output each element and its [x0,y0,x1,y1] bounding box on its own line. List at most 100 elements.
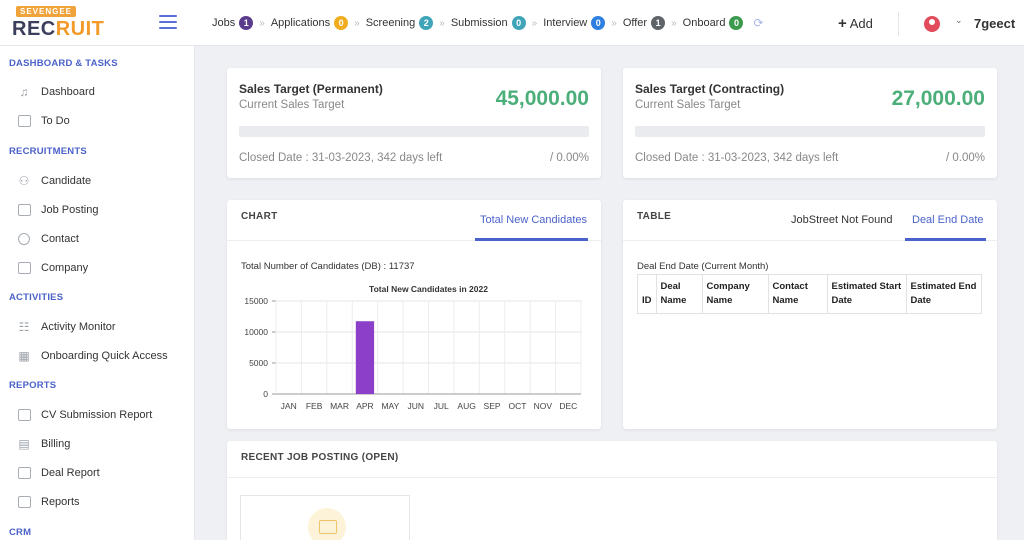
progress-percent: / 0.00% [946,152,985,164]
pipeline-label: Jobs [212,17,236,29]
sidebar-item-label: To Do [41,115,70,127]
table-card-title: TABLE [637,211,672,222]
sales-target-amount: 27,000.00 [891,87,985,110]
sales-target-amount: 45,000.00 [495,87,589,110]
column-header[interactable]: Estimated Start Date [826,274,907,314]
sidebar-item-onboarding[interactable]: ▦ Onboarding Quick Access [16,347,167,365]
active-tab-indicator [475,238,588,241]
pipeline-label: Onboard [682,17,726,29]
sidebar-section-title: REPORTS [9,380,57,391]
sales-target-title: Sales Target (Permanent) [239,82,383,96]
chart-card-title: CHART [241,211,278,222]
chevron-down-icon[interactable]: ⌄ [955,15,963,25]
logo-main-a: REC [12,18,56,40]
sidebar-item-candidate[interactable]: ⚇ Candidate [16,172,92,190]
add-button[interactable]: + Add [838,15,873,32]
bar-apr [355,321,375,394]
pipeline-step-offer[interactable]: Offer 1 [623,16,666,30]
active-tab-indicator [905,238,986,241]
folder-icon [308,508,346,540]
sidebar-item-billing[interactable]: ▤ Billing [16,435,70,453]
chevron-right-icon: » [611,17,617,29]
pipeline-step-jobs[interactable]: Jobs 1 [212,16,254,30]
sidebar-section-title: ACTIVITIES [9,292,64,303]
chevron-right-icon: » [259,17,265,29]
app-logo[interactable]: SEVENGEE RECRUIT [10,6,104,42]
tab-total-new-candidates[interactable]: Total New Candidates [480,214,588,226]
sidebar-item-cv-submission-report[interactable]: CV Submission Report [16,406,152,424]
logo-main-b: RUIT [55,18,105,40]
column-header[interactable]: Deal Name [655,274,703,314]
pipeline-step-submission[interactable]: Submission 0 [451,16,526,30]
users-icon: ⚇ [18,174,30,188]
sidebar-section-title: CRM [9,527,32,538]
column-header[interactable]: Company Name [701,274,769,314]
chevron-right-icon: » [531,17,538,29]
logo-main-text: RECRUIT [12,18,104,41]
sales-target-subtitle: Current Sales Target [239,99,345,111]
sidebar-item-reports[interactable]: Reports [16,493,80,511]
sidebar-item-label: Dashboard [41,86,95,98]
sidebar-item-job-posting[interactable]: Job Posting [16,201,98,219]
top-bar: SEVENGEE RECRUIT Jobs 1 » Applications 0 »… [0,0,1024,46]
x-tick-label: MAY [381,401,399,411]
briefcase-icon [16,261,32,275]
sidebar-item-deal-report[interactable]: Deal Report [16,464,100,482]
x-tick-label: DEC [559,401,577,411]
sidebar-item-label: Activity Monitor [41,321,116,333]
pipeline-count-badge: 2 [419,16,434,30]
chart-title: Total New Candidates in 2022 [369,284,488,294]
sidebar-item-label: Billing [41,438,71,450]
user-name[interactable]: 7geect [974,16,1016,31]
x-tick-label: MAR [330,401,349,411]
pipeline-step-interview[interactable]: Interview 0 [543,16,606,30]
tab-jobstreet-not-found[interactable]: JobStreet Not Found [791,214,893,226]
tab-deal-end-date[interactable]: Deal End Date [912,214,984,226]
sidebar-item-label: Job Posting [41,204,99,216]
y-tick-label: 10000 [244,327,268,337]
x-tick-label: SEP [484,401,501,411]
menu-toggle-icon[interactable] [159,15,177,29]
sales-progress-bar [635,126,985,137]
pipeline-step-screening[interactable]: Screening 2 [366,16,434,30]
column-header[interactable]: Estimated End Date [905,274,982,314]
avatar[interactable] [924,16,940,32]
x-tick-label: AUG [457,401,475,411]
sidebar-item-label: CV Submission Report [41,409,153,421]
pipeline-step-applications[interactable]: Applications 0 [271,16,349,30]
sidebar-section-title: DASHBOARD & TASKS [9,58,118,69]
sidebar-section-title: RECRUITMENTS [9,146,87,157]
reports-icon [16,495,32,509]
pipeline-step-onboard[interactable]: Onboard 0 [683,16,744,30]
x-tick-label: FEB [306,401,323,411]
sidebar-item-todo[interactable]: To Do [16,112,70,130]
closed-date-text: Closed Date : 31-03-2023, 342 days left [635,152,839,164]
cubes-icon: ▦ [18,349,30,363]
column-header[interactable]: ID [637,274,657,314]
candidate-total-caption: Total Number of Candidates (DB) : 11737 [241,261,415,272]
pipeline-count-badge: 1 [239,16,254,30]
bell-icon: ♫ [19,85,29,99]
x-tick-label: OCT [508,401,526,411]
job-posting-tile[interactable] [240,495,410,540]
sidebar-item-label: Reports [41,496,80,508]
chart-card-header: CHART Total New Candidates [227,200,601,241]
sidebar-item-company[interactable]: Company [16,259,88,277]
sidebar-item-label: Candidate [41,175,92,187]
table-header-row: ID Deal Name Company Name Contact Name E… [637,274,982,314]
sidebar-item-dashboard[interactable]: ♫ Dashboard [16,83,95,101]
pipeline-count-badge: 0 [511,16,526,30]
sitemap-icon: ☷ [18,320,30,334]
x-tick-label: JAN [281,401,297,411]
x-tick-label: NOV [534,401,553,411]
column-header[interactable]: Contact Name [767,274,828,314]
sidebar-item-activity-monitor[interactable]: ☷ Activity Monitor [16,318,116,336]
pipeline-label: Screening [365,17,416,29]
sales-target-title: Sales Target (Contracting) [635,82,785,96]
sales-target-card-permanent: Sales Target (Permanent) Current Sales T… [227,68,601,178]
refresh-icon[interactable]: ⟳ [753,16,764,30]
deal-icon [16,466,32,480]
closed-date-text: Closed Date : 31-03-2023, 342 days left [239,152,443,164]
sidebar-item-contact[interactable]: Contact [16,230,79,248]
pipeline-count-badge: 0 [334,16,349,30]
